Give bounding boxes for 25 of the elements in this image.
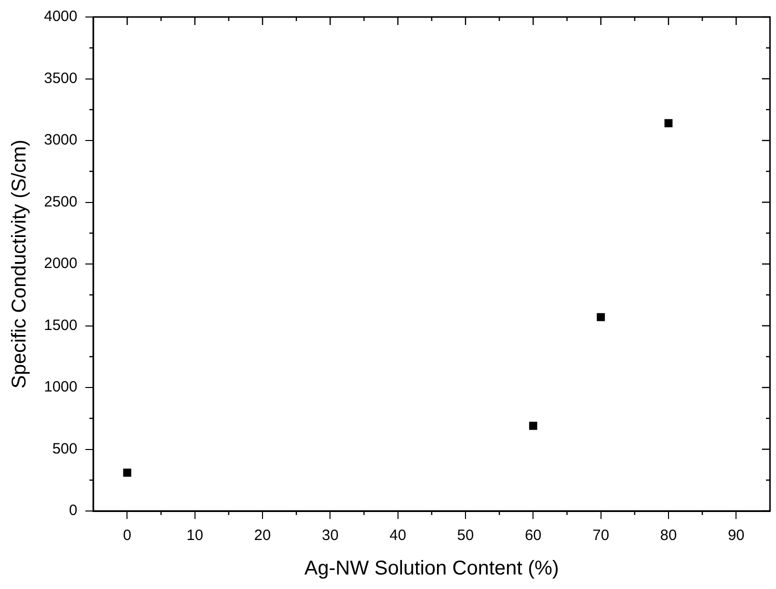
y-tick-label: 0 — [69, 502, 78, 520]
y-tick-label: 1500 — [44, 316, 78, 334]
point — [123, 468, 132, 477]
x-tick-label: 50 — [457, 527, 474, 544]
x-tick-label: 20 — [254, 527, 271, 544]
point — [529, 422, 538, 430]
y-tick-label: 3000 — [44, 132, 78, 149]
x-tick-label: 30 — [322, 527, 339, 544]
y-tick-label: 500 — [52, 440, 78, 458]
point — [664, 119, 673, 128]
x-axis-title: Ag-NW Solution Content (%) — [304, 558, 559, 580]
x-tick-label: 70 — [592, 527, 610, 544]
x-tick-label: 0 — [123, 527, 132, 544]
x-tick-label: 80 — [660, 527, 677, 544]
y-tick-label: 2500 — [44, 193, 78, 210]
y-tick-label: 4000 — [44, 8, 78, 26]
y-axis-title: Specific Conductivity (S/cm) — [8, 140, 31, 388]
x-tick-label: 10 — [186, 527, 204, 544]
x-tick-label: 40 — [390, 527, 406, 544]
y-tick-label: 3500 — [44, 70, 78, 87]
y-tick-label: 1000 — [44, 378, 78, 396]
x-tick-label: 90 — [728, 527, 745, 544]
y-tick-label: 2000 — [44, 255, 78, 272]
point — [596, 313, 605, 322]
x-tick-label: 60 — [524, 527, 542, 544]
